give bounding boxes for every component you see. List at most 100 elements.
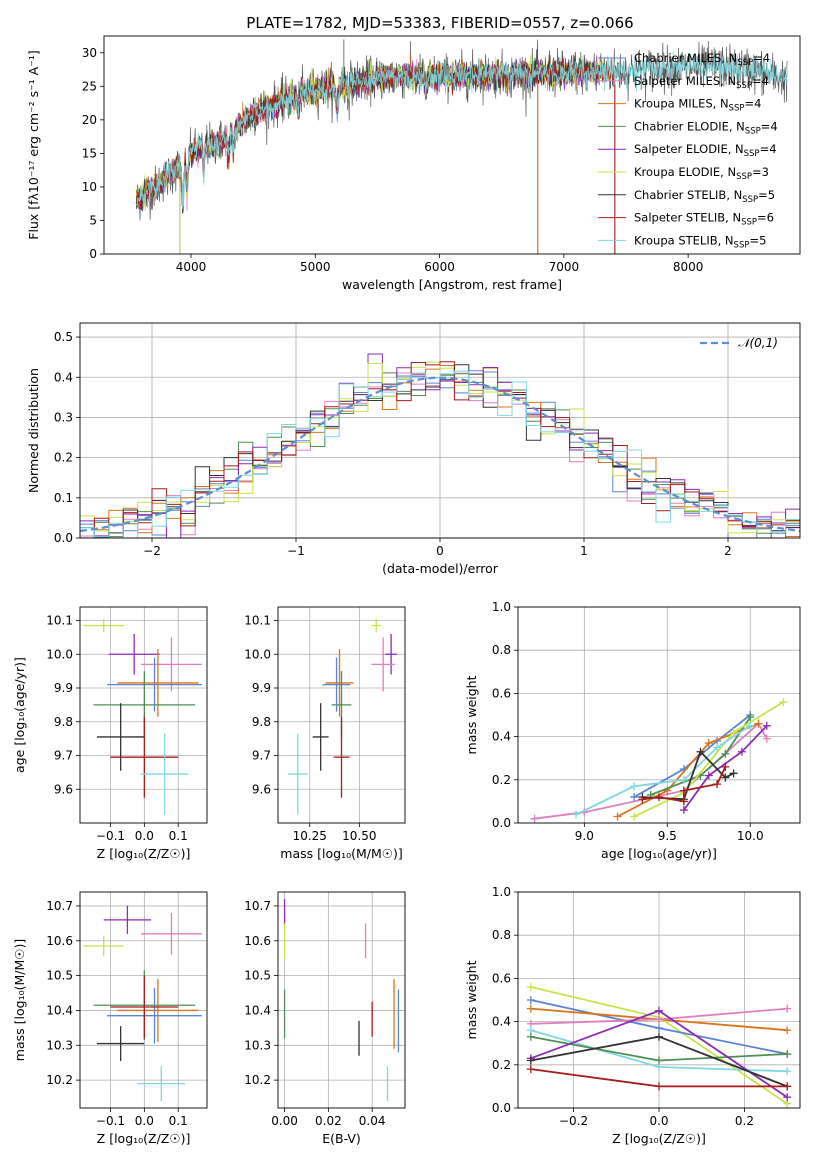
y-axis-label: mass weight	[464, 675, 479, 754]
y-axis-label: Normed distribution	[26, 368, 41, 493]
x-tick-label: 8000	[673, 260, 704, 274]
legend-label-chabrier_stelib: Chabrier STELIB, NSSP=5	[634, 188, 775, 205]
axes-frame	[79, 891, 208, 1109]
x-tick-label: 0.0	[649, 1114, 668, 1128]
legend-label-chabrier_elodie: Chabrier ELODIE, NSSP=4	[634, 119, 778, 136]
x-tick-label: 5000	[300, 260, 331, 274]
y-tick-label: 20	[82, 113, 97, 127]
series-marker-chabrier_elodie	[783, 1050, 792, 1058]
x-tick-label: 0.2	[735, 1114, 754, 1128]
series-marker-salpeter_elodie	[679, 806, 688, 815]
x-tick-label: 6000	[424, 260, 455, 274]
x-tick-label: −0.1	[96, 1114, 125, 1128]
axes-frame	[79, 322, 801, 539]
legend-sub: SSP	[741, 218, 757, 228]
axes-frame	[103, 35, 801, 255]
series-marker-chabrier_stelib	[526, 1056, 535, 1065]
legend-label-normal: 𝒩(0,1)	[738, 336, 778, 350]
y-tick-label: 0.4	[54, 370, 73, 384]
series-marker-kroupa_stelib	[679, 775, 688, 784]
x-tick-label: 0.0	[135, 1114, 154, 1128]
y-tick-label: 10.1	[244, 614, 271, 628]
legend-label-salpeter_elodie: Salpeter ELODIE, NSSP=4	[634, 142, 777, 159]
legend-text: Salpeter STELIB, N	[634, 211, 741, 225]
x-tick-label: 0.00	[271, 1114, 298, 1128]
legend-tail: =4	[761, 119, 778, 133]
series-marker-salpeter_stelib	[526, 1065, 535, 1074]
series-marker-chabrier_stelib	[696, 747, 705, 756]
series-marker-kroupa_elodie	[630, 812, 639, 821]
series-marker-chabrier_miles	[655, 1024, 663, 1033]
histogram-salpeter_stelib	[80, 361, 800, 538]
x-axis-label: (data-model)/error	[382, 561, 499, 576]
y-tick-label: 10.2	[244, 1073, 271, 1087]
series-marker-kroupa_stelib	[783, 1067, 792, 1076]
series-marker-chabrier_miles	[630, 793, 639, 802]
y-axis-label: age [log₁₀(age/yr)]	[12, 657, 27, 773]
legend-tail: =3	[752, 165, 769, 179]
x-tick-label: −2	[143, 544, 161, 558]
y-tick-label: 25	[82, 79, 97, 93]
x-tick-label: 0.1	[169, 1114, 188, 1128]
series-marker-salpeter_miles	[655, 1015, 663, 1024]
legend-text: Kroupa MILES, N	[634, 97, 729, 111]
series-marker-kroupa_stelib	[746, 721, 755, 730]
y-tick-label: 0.3	[54, 410, 73, 424]
y-tick-label: 10.7	[46, 899, 73, 913]
y-tick-label: 0.0	[492, 816, 511, 830]
legend-sub: SSP	[736, 81, 752, 91]
y-tick-label: 10.0	[244, 647, 271, 661]
y-tick-label: 10.5	[244, 969, 271, 983]
axes-frame	[517, 606, 801, 824]
y-tick-label: 0.2	[492, 773, 511, 787]
series-marker-salpeter_stelib	[679, 786, 688, 795]
legend-sub: SSP	[744, 149, 760, 159]
y-tick-label: 9.9	[54, 681, 73, 695]
panel-weight_vs_age: 9.0 9.5 10.0 0.0 0.2 0.4 0.6 0.8 1.0 age [log₁₀(a…	[464, 600, 801, 861]
y-tick-label: 10.7	[244, 899, 271, 913]
legend-text: Kroupa STELIB, N	[634, 233, 734, 247]
y-tick-label: 10.3	[244, 1038, 271, 1052]
legend-text: Salpeter ELODIE, N	[634, 142, 744, 156]
series-marker-salpeter_miles	[762, 734, 771, 743]
x-tick-label: −0.1	[96, 829, 125, 843]
y-tick-label: 0.6	[492, 686, 511, 700]
series-marker-salpeter_stelib	[679, 797, 688, 806]
y-tick-label: 9.8	[252, 715, 271, 729]
x-tick-label: 7000	[549, 260, 580, 274]
x-tick-label: 9.5	[658, 829, 677, 843]
histogram-kroupa_stelib	[80, 370, 800, 538]
model-spectrum-kroupa_stelib	[135, 51, 788, 212]
y-tick-label: 10.4	[46, 1003, 73, 1017]
legend-tail: =4	[752, 74, 769, 88]
series-marker-salpeter_miles	[783, 1004, 792, 1013]
plot-area	[83, 618, 202, 815]
legend-text: Kroupa ELODIE, N	[634, 165, 736, 179]
y-tick-label: 30	[82, 46, 97, 60]
series-marker-chabrier_elodie	[655, 1056, 663, 1065]
x-tick-label: 2	[724, 544, 732, 558]
legend-text: Chabrier MILES, N	[634, 51, 737, 65]
series-marker-chabrier_elodie	[526, 1032, 535, 1041]
x-axis-label: Z [log₁₀(Z/Z☉)]	[97, 1131, 191, 1146]
series-marker-salpeter_stelib	[655, 793, 663, 802]
y-tick-label: 0.4	[492, 1015, 511, 1029]
legend-sub: SSP	[736, 172, 752, 182]
legend-tail: =5	[749, 233, 766, 247]
series-marker-chabrier_elodie	[721, 749, 730, 758]
y-axis-label: Flux [fλ10⁻¹⁷ erg cm⁻² s⁻¹ A⁻¹]	[26, 50, 41, 239]
y-tick-label: 0	[89, 247, 97, 261]
series-marker-salpeter_stelib	[721, 762, 730, 771]
legend-label-kroupa_stelib: Kroupa STELIB, NSSP=5	[634, 233, 766, 250]
y-tick-label: 0.8	[492, 928, 511, 942]
legend-tail: =4	[760, 142, 777, 156]
y-tick-label: 10.2	[46, 1073, 73, 1087]
legend-tail: =4	[744, 97, 761, 111]
panel-age_vs_Z: −0.1 0.0 0.1 9.6 9.7 9.8 9.9 10.0 10.1 Z [log₁₀(Z…	[12, 606, 208, 861]
y-tick-label: 9.8	[54, 715, 73, 729]
histogram-chabrier_stelib	[80, 364, 800, 538]
y-tick-label: 10	[82, 180, 97, 194]
legend-label-salpeter_miles: Salpeter MILES, NSSP=4	[634, 74, 769, 91]
series-marker-kroupa_miles	[704, 739, 713, 748]
x-tick-label: 0.1	[169, 829, 188, 843]
